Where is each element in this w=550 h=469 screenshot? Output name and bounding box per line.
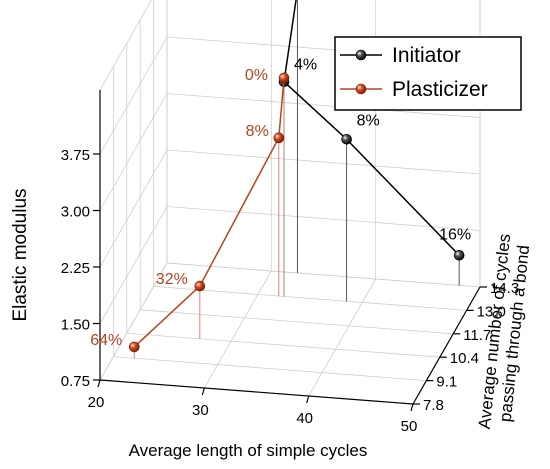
data-point bbox=[453, 249, 465, 261]
data-point bbox=[194, 280, 206, 292]
left-wall-grid-line bbox=[99, 149, 168, 268]
x-tick-label: 20 bbox=[88, 394, 105, 411]
legend-box bbox=[334, 36, 522, 111]
left-wall-grid-line bbox=[99, 206, 168, 324]
y-tick-label: 7.8 bbox=[423, 397, 444, 414]
series-layer: 1%4%8%16%0%8%32%64% bbox=[90, 0, 471, 353]
series-initiator: 1%4%8%16% bbox=[278, 0, 471, 261]
series-line bbox=[133, 77, 285, 348]
left-wall-grid-line bbox=[99, 262, 168, 381]
data-point bbox=[341, 133, 352, 145]
back-wall-grid-line bbox=[166, 206, 481, 231]
x-tick-mark bbox=[201, 387, 205, 396]
drop-lines bbox=[133, 0, 460, 359]
x-axis-line bbox=[99, 379, 414, 405]
x-tick-mark bbox=[410, 403, 414, 412]
series-line bbox=[283, 0, 460, 256]
z-tick-label: 0.75 bbox=[61, 373, 90, 390]
point-label: 8% bbox=[357, 112, 380, 129]
y-tick-label: 9.1 bbox=[436, 374, 457, 391]
legend-marker-initiator bbox=[355, 49, 367, 61]
axes-frame bbox=[93, 90, 487, 412]
series-plasticizer: 0% 8% 32% 64% bbox=[90, 67, 290, 353]
point-label: 32% bbox=[156, 271, 188, 288]
point-label: 4% bbox=[294, 57, 317, 74]
y-tick-label: 14.3 bbox=[490, 280, 519, 297]
floor-grid-line bbox=[308, 278, 377, 397]
data-point bbox=[278, 72, 290, 84]
floor-grid-line bbox=[203, 270, 272, 389]
z-tick-label: 2.25 bbox=[61, 260, 90, 277]
floor-grid-line bbox=[126, 332, 440, 358]
point-label: 16% bbox=[439, 226, 471, 243]
point-label: 8% bbox=[246, 123, 269, 140]
legend-label-initiator: Initiator bbox=[392, 44, 461, 67]
back-wall-grid-line bbox=[166, 262, 481, 288]
z-tick-label: 3.00 bbox=[61, 204, 90, 221]
floor-grid-line bbox=[153, 286, 467, 311]
x-tick-mark bbox=[97, 379, 101, 388]
point-label: 64% bbox=[90, 332, 122, 349]
left-wall-grid-line bbox=[99, 36, 168, 155]
z-tick-label: 3.75 bbox=[61, 147, 90, 164]
floor-grid-line bbox=[113, 356, 427, 381]
data-point bbox=[128, 341, 140, 353]
x-tick-label: 40 bbox=[296, 410, 313, 427]
box-edge bbox=[99, 0, 152, 91]
legend-marker-plasticizer bbox=[355, 83, 367, 95]
floor-grid-line bbox=[140, 309, 454, 335]
z-tick-label: 1.50 bbox=[61, 317, 90, 334]
x-axis-title: Average length of simple cycles bbox=[129, 441, 368, 460]
y-tick-label: 11.7 bbox=[463, 327, 491, 344]
legend-label-plasticizer: Plasticizer bbox=[392, 78, 488, 101]
z-axis-title: Elastic modulus bbox=[10, 188, 31, 321]
left-wall-grid-line bbox=[99, 93, 168, 211]
y-axis-line bbox=[412, 286, 481, 405]
x-tick-mark bbox=[306, 395, 310, 404]
point-label: 0% bbox=[245, 67, 268, 84]
back-wall-grid-line bbox=[166, 93, 481, 118]
back-wall-grid-line bbox=[166, 149, 481, 175]
x-tick-label: 30 bbox=[192, 402, 209, 419]
data-point bbox=[273, 132, 285, 144]
tick-labels: 20 30 40 50 7.8 9.1 10.4 11.7 13.0 14.3 0.75 1.50 2.… bbox=[61, 147, 519, 435]
x-tick-label: 50 bbox=[401, 418, 418, 435]
legend: Initiator Plasticizer bbox=[334, 36, 522, 111]
y-tick-label: 10.4 bbox=[450, 350, 479, 367]
y-tick-label: 13.0 bbox=[477, 303, 506, 320]
